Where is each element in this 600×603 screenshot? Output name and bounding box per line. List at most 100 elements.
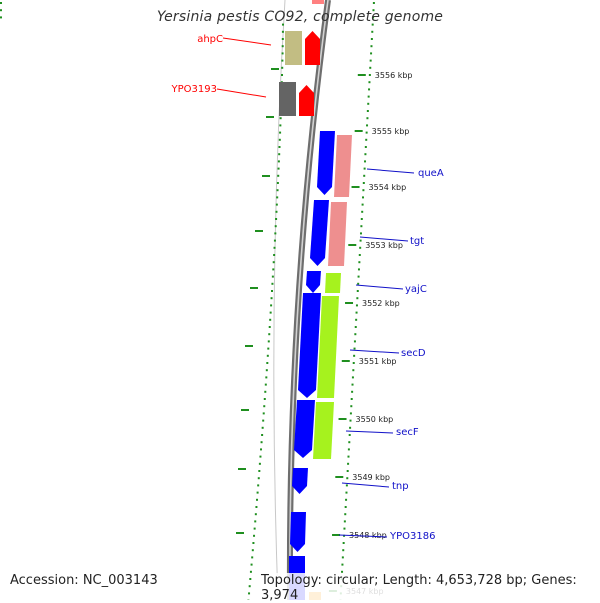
ring-dot bbox=[259, 456, 261, 458]
ring-dot bbox=[367, 103, 369, 105]
tick-label: 3551 kbp bbox=[359, 357, 397, 366]
ring-dot bbox=[250, 571, 252, 573]
ring-dot bbox=[348, 448, 350, 450]
map-title: Yersinia pestis CO92, complete genome bbox=[0, 9, 600, 25]
cds-ahpC bbox=[305, 31, 320, 65]
ring-dot bbox=[271, 297, 273, 299]
ring-dot bbox=[360, 232, 362, 234]
accession-label: Accession: NC_003143 bbox=[8, 573, 160, 588]
ring-dot bbox=[362, 196, 364, 198]
ring-dot bbox=[349, 434, 351, 436]
ring-dot bbox=[276, 204, 278, 206]
ring-dot bbox=[348, 441, 350, 443]
ring-dot bbox=[360, 225, 362, 227]
inner-ticks bbox=[236, 69, 279, 533]
ring-dot bbox=[264, 391, 266, 393]
ring-dot bbox=[277, 182, 279, 184]
ring-dot bbox=[273, 254, 275, 256]
ring-dot bbox=[272, 268, 274, 270]
ring-dot bbox=[266, 369, 268, 371]
ring-dot bbox=[276, 196, 278, 198]
ring-dot bbox=[267, 348, 269, 350]
forward-gene-partial bbox=[312, 0, 324, 4]
ring-dot bbox=[252, 549, 254, 551]
ring-dot bbox=[252, 542, 254, 544]
label-leader-line bbox=[346, 431, 393, 433]
ring-dot bbox=[279, 139, 281, 141]
ring-dot bbox=[270, 312, 272, 314]
ring-dot bbox=[341, 564, 343, 566]
ring-dot bbox=[264, 398, 266, 400]
ring-dot bbox=[344, 520, 346, 522]
ring-dot bbox=[370, 52, 372, 54]
ring-dot bbox=[361, 218, 363, 220]
ring-dot bbox=[282, 45, 284, 47]
ring-dot bbox=[355, 319, 357, 321]
ring-dot bbox=[282, 52, 284, 54]
ring-dot bbox=[356, 304, 358, 306]
gene-label-secd: secD bbox=[401, 348, 426, 359]
cds-YPO3193 bbox=[299, 85, 314, 116]
ring-dot bbox=[266, 362, 268, 364]
ring-dot bbox=[357, 290, 359, 292]
ring-dot bbox=[353, 362, 355, 364]
cds-secF bbox=[294, 400, 315, 458]
ring-dot bbox=[358, 268, 360, 270]
label-leader-line bbox=[217, 89, 266, 97]
ring-dot bbox=[281, 60, 283, 62]
ring-dot bbox=[278, 160, 280, 162]
ring-dot bbox=[281, 74, 283, 76]
ring-dot bbox=[254, 520, 256, 522]
ring-dot bbox=[352, 376, 354, 378]
ring-dot bbox=[253, 535, 255, 537]
ring-dot bbox=[273, 261, 275, 263]
ring-dot bbox=[263, 405, 265, 407]
tick-label: 3556 kbp bbox=[375, 71, 413, 80]
ring-dot bbox=[249, 578, 251, 580]
label-leader-line bbox=[350, 350, 399, 353]
ring-dot bbox=[277, 175, 279, 177]
ring-dot bbox=[364, 160, 366, 162]
ring-dot bbox=[358, 261, 360, 263]
ring-dot bbox=[366, 124, 368, 126]
label-leader-line bbox=[356, 285, 403, 289]
ring-dot bbox=[260, 448, 262, 450]
ring-dot bbox=[350, 405, 352, 407]
gene-secD-track bbox=[317, 296, 339, 398]
ring-dot bbox=[356, 312, 358, 314]
ring-dot bbox=[268, 340, 270, 342]
inner-dotted-ring bbox=[0, 2, 284, 600]
gene-label-yajc: yajC bbox=[405, 284, 427, 295]
ring-dot bbox=[352, 384, 354, 386]
gene-label-tgt: tgt bbox=[410, 236, 424, 247]
ring-dot bbox=[278, 153, 280, 155]
ring-dot bbox=[365, 139, 367, 141]
ring-dot bbox=[263, 412, 265, 414]
gene-YPO3193-track bbox=[279, 82, 296, 116]
ring-dot bbox=[350, 420, 352, 422]
tick-label: 3550 kbp bbox=[356, 415, 394, 424]
ring-dot bbox=[369, 67, 371, 69]
ring-dot bbox=[343, 542, 345, 544]
ring-dot bbox=[365, 146, 367, 148]
ring-dot bbox=[249, 585, 251, 587]
ring-dot bbox=[257, 484, 259, 486]
ring-dot bbox=[274, 240, 276, 242]
tick-label: 3549 kbp bbox=[352, 473, 390, 482]
ring-dot bbox=[350, 412, 352, 414]
gene-ahpC-track bbox=[285, 31, 302, 65]
ring-dot bbox=[364, 168, 366, 170]
ring-dot bbox=[347, 463, 349, 465]
gene-label-secf: secF bbox=[396, 427, 419, 438]
ring-dot bbox=[358, 276, 360, 278]
ring-dot bbox=[368, 81, 370, 83]
cds-tgt bbox=[310, 200, 329, 266]
ring-dot bbox=[251, 564, 253, 566]
ring-dot bbox=[367, 110, 369, 112]
gene-label-ypo3186: YPO3186 bbox=[389, 531, 435, 542]
ring-dot bbox=[353, 355, 355, 357]
ring-dot bbox=[373, 2, 375, 4]
ring-dot bbox=[282, 31, 284, 33]
ring-dot bbox=[362, 204, 364, 206]
